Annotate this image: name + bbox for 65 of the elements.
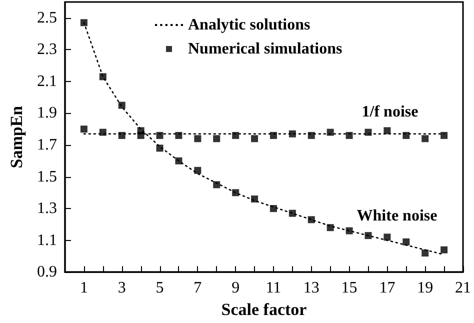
- point: [402, 132, 410, 139]
- x-tick-label: 21: [455, 280, 471, 297]
- point: [251, 196, 258, 203]
- point: [346, 132, 353, 139]
- x-tick-label: 17: [379, 280, 396, 297]
- x-tick-label: 7: [194, 280, 202, 297]
- point: [99, 128, 106, 136]
- point: [326, 224, 334, 232]
- point: [270, 132, 277, 139]
- x-tick-label: 13: [303, 280, 320, 297]
- x-axis-title: Scale factor: [221, 300, 308, 319]
- point: [384, 234, 391, 241]
- point: [326, 128, 334, 136]
- y-tick-label: 2.1: [37, 72, 57, 90]
- y-axis-title: SampEn: [7, 105, 26, 168]
- annotation: 1/f noise: [362, 104, 418, 120]
- point: [440, 246, 448, 254]
- annotation: White noise: [356, 208, 438, 224]
- point: [80, 19, 88, 26]
- x-tick-label: 3: [118, 280, 126, 297]
- point: [232, 132, 240, 139]
- x-tick-label: 5: [156, 280, 164, 297]
- point: [364, 128, 372, 136]
- y-tick-label: 0.9: [37, 264, 57, 281]
- point: [440, 132, 448, 139]
- point: [194, 135, 202, 142]
- point: [156, 132, 164, 139]
- point: [175, 157, 182, 164]
- point: [422, 250, 429, 257]
- point: [364, 232, 372, 240]
- point: [288, 130, 296, 138]
- x-tick-label: 11: [266, 280, 282, 297]
- point: [232, 189, 240, 196]
- point: [213, 135, 220, 142]
- point: [156, 144, 164, 152]
- legend-label: Analytic solutions: [188, 16, 310, 34]
- y-tick-label: 1.1: [37, 232, 57, 249]
- point: [99, 73, 106, 80]
- y-tick-label: 1.5: [37, 168, 57, 186]
- y-tick-label: 1.9: [37, 104, 57, 122]
- y-tick-label: 1.7: [37, 136, 57, 154]
- point: [213, 181, 220, 188]
- y-tick-label: 2.5: [37, 9, 57, 26]
- legend-label: Numerical simulations: [188, 40, 342, 58]
- point: [288, 210, 296, 217]
- point: [251, 135, 258, 142]
- x-tick-label: 1: [80, 280, 88, 297]
- point: [118, 102, 126, 109]
- point: [137, 132, 144, 139]
- point: [422, 135, 429, 142]
- point: [175, 132, 182, 139]
- point: [270, 205, 277, 212]
- x-tick-label: 9: [232, 280, 240, 297]
- y-tick-label: 1.3: [37, 200, 57, 218]
- point: [402, 238, 410, 246]
- point: [384, 127, 391, 134]
- point: [346, 227, 353, 234]
- point: [118, 132, 126, 139]
- point: [194, 166, 202, 174]
- x-tick-label: 15: [341, 280, 358, 297]
- y-tick-label: 2.3: [37, 41, 57, 58]
- x-tick-label: 19: [417, 280, 434, 297]
- point: [308, 216, 315, 224]
- point: [308, 132, 315, 139]
- point: [80, 126, 88, 133]
